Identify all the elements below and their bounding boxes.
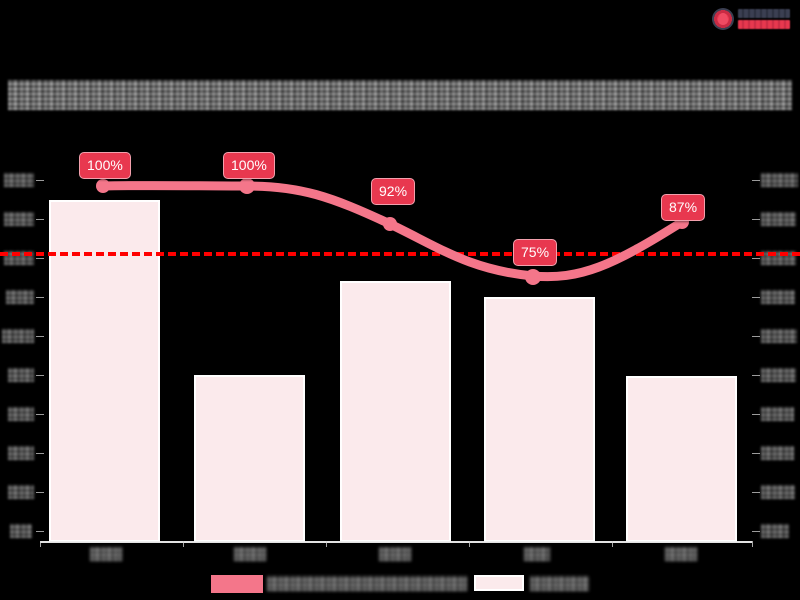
y-axis-right-tick-label — [761, 407, 794, 421]
gridline-tick — [36, 492, 44, 493]
y-axis-left-tick-label — [6, 290, 34, 304]
logo-mark-icon — [712, 8, 734, 30]
gridline-tick — [752, 219, 760, 220]
data-label-2: 92% — [371, 178, 416, 205]
x-axis-category-label-2 — [379, 547, 411, 561]
gridline-tick — [36, 297, 44, 298]
gridline-tick — [752, 336, 760, 337]
x-axis-tick — [326, 541, 327, 547]
line-marker-1[interactable] — [239, 178, 255, 194]
x-axis-category-label-4 — [665, 547, 697, 561]
x-axis-tick — [40, 541, 41, 547]
y-axis-right-tick-label — [761, 290, 795, 304]
logo-wordmark-line2 — [738, 20, 790, 29]
gridline-tick — [752, 180, 760, 181]
logo-wordmark-line1 — [738, 9, 790, 18]
y-axis-right-tick-label — [761, 524, 789, 538]
line-marker-0[interactable] — [96, 179, 110, 193]
line-marker-2[interactable] — [383, 217, 397, 231]
gridline-tick — [752, 297, 760, 298]
chart-title — [8, 80, 792, 110]
bar-4[interactable] — [626, 376, 737, 542]
y-axis-left-tick-label — [2, 329, 34, 343]
gridline-tick — [36, 258, 44, 259]
x-axis-tick — [752, 541, 753, 547]
legend-swatch-bar — [474, 575, 524, 591]
x-axis-tick — [469, 541, 470, 547]
x-axis-baseline — [40, 541, 752, 543]
y-axis-right-tick-label — [761, 173, 798, 187]
bar-1[interactable] — [194, 375, 305, 542]
gridline-tick — [36, 414, 44, 415]
bar-3[interactable] — [484, 297, 595, 542]
legend-swatch-line — [211, 575, 263, 593]
threshold-reference-line — [0, 252, 800, 256]
y-axis-left-tick-label — [10, 524, 32, 538]
data-label-0: 100% — [79, 152, 131, 179]
y-axis-left-tick-label — [8, 368, 34, 382]
brand-logo — [712, 6, 790, 32]
y-axis-left-tick-label — [4, 173, 34, 187]
gridline-tick — [36, 336, 44, 337]
line-marker-3[interactable] — [525, 269, 541, 285]
gridline-tick — [752, 453, 760, 454]
x-axis-category-label-3 — [524, 547, 550, 561]
y-axis-right-tick-label — [761, 368, 796, 382]
y-axis-left-tick-label — [8, 407, 34, 421]
gridline-tick — [752, 375, 760, 376]
y-axis-right-tick-label — [761, 485, 795, 499]
gridline-tick — [36, 453, 44, 454]
x-axis-category-label-1 — [234, 547, 266, 561]
y-axis-left-tick-label — [8, 446, 34, 460]
chart-legend — [211, 573, 589, 594]
data-label-1: 100% — [223, 152, 275, 179]
y-axis-left-tick-label — [4, 212, 34, 226]
x-axis-tick — [612, 541, 613, 547]
data-label-4: 87% — [661, 194, 706, 221]
gridline-tick — [36, 180, 44, 181]
bar-2[interactable] — [340, 281, 451, 542]
y-axis-left-tick-label — [8, 485, 34, 499]
gridline-tick — [752, 414, 760, 415]
gridline-tick — [36, 375, 44, 376]
gridline-tick — [36, 531, 44, 532]
bar-0[interactable] — [49, 200, 160, 542]
x-axis-category-label-0 — [90, 547, 122, 561]
gridline-tick — [36, 219, 44, 220]
gridline-tick — [752, 492, 760, 493]
legend-label-bar[interactable] — [530, 576, 589, 591]
legend-label-line[interactable] — [267, 576, 467, 591]
data-label-3: 75% — [513, 239, 558, 266]
y-axis-right-tick-label — [761, 329, 797, 343]
y-axis-right-tick-label — [761, 446, 794, 460]
gridline-tick — [752, 531, 760, 532]
gridline-tick — [752, 258, 760, 259]
x-axis-tick — [183, 541, 184, 547]
y-axis-right-tick-label — [761, 212, 796, 226]
